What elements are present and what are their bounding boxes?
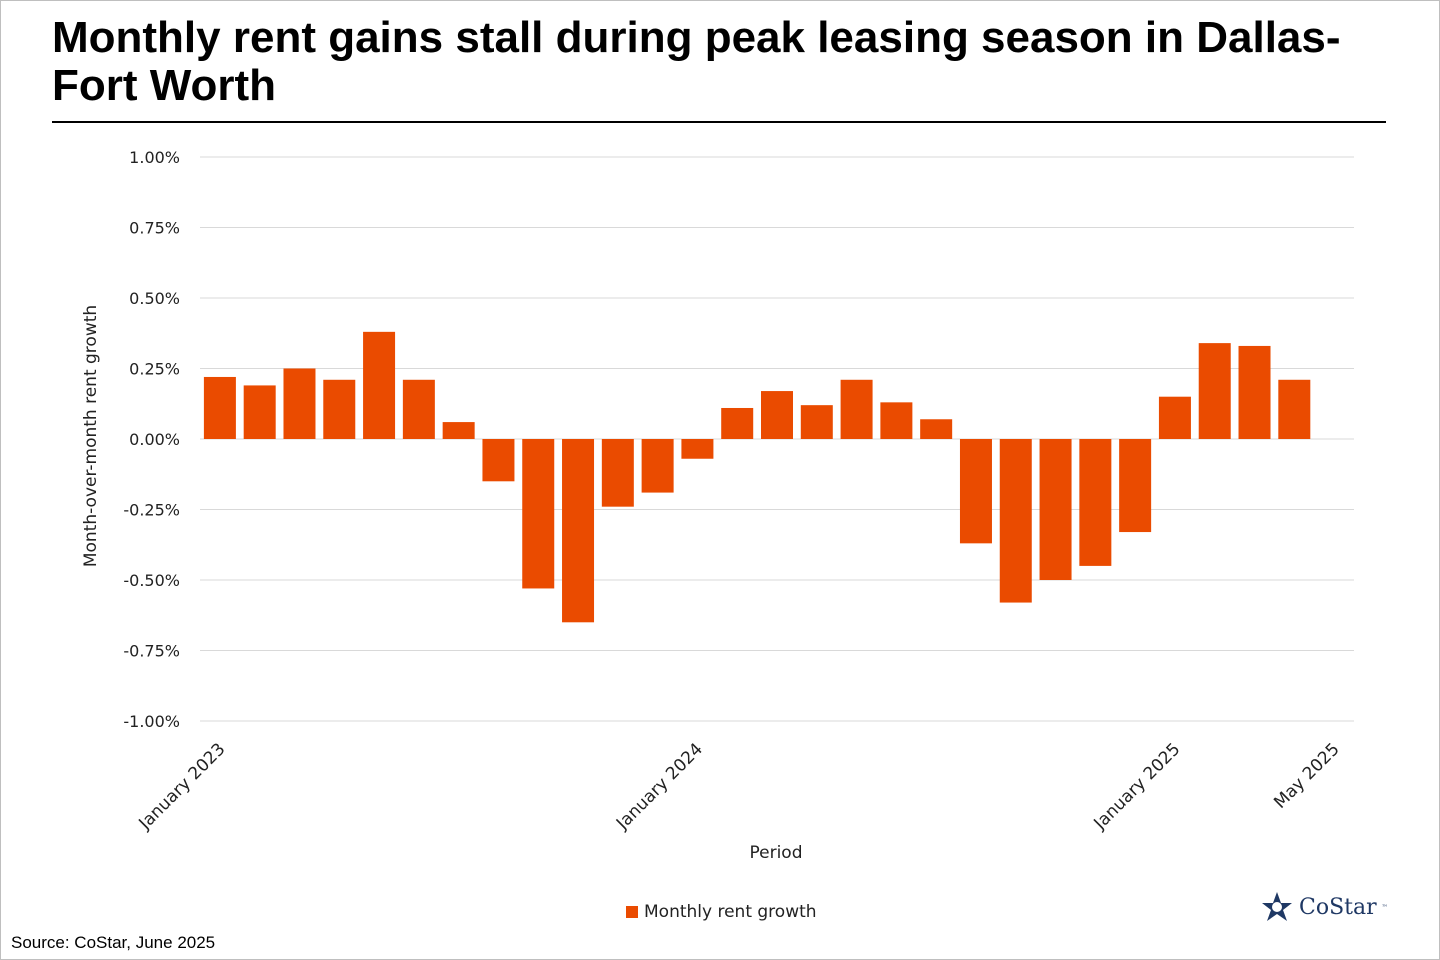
y-tick-label: 0.75% [129,219,180,238]
costar-logo: CoStar ™ [1260,890,1388,924]
bar [800,405,833,439]
bar [721,407,754,439]
legend-swatch [626,906,638,918]
x-tick-label: January 2025 [1090,739,1185,834]
y-tick-label: 0.50% [129,289,180,308]
bar [323,379,356,439]
y-tick-label: -1.00% [123,712,180,731]
bar [959,439,992,544]
bar [363,331,396,439]
bar [243,385,276,439]
logo-text: CoStar [1299,894,1377,920]
y-tick-label: -0.50% [123,571,180,590]
legend: Monthly rent growth [626,900,817,924]
y-tick-label: 0.25% [129,360,180,379]
bar [1278,379,1311,439]
logo-trademark: ™ [1381,903,1388,911]
y-tick-label: -0.75% [123,642,180,661]
bar [283,368,316,439]
y-tick-label: 0.00% [129,430,180,449]
bar [1198,343,1231,439]
bar [1158,396,1191,439]
bar [442,422,475,439]
chart-title: Monthly rent gains stall during peak lea… [52,13,1341,110]
y-tick-label: -0.25% [123,501,180,520]
bar [1039,439,1072,580]
bar [681,439,714,459]
source-note: Source: CoStar, June 2025 [11,933,216,952]
x-tick-label: January 2024 [612,739,707,834]
bar [999,439,1032,603]
bar [562,439,595,623]
x-tick-label: January 2023 [135,739,230,834]
bar [203,376,236,439]
bar [761,391,793,439]
bar [880,402,913,439]
legend-label: Monthly rent growth [644,902,817,922]
x-tick-label: May 2025 [1270,739,1343,812]
bar [1119,439,1152,533]
bar [482,439,515,482]
bar [840,379,873,439]
y-axis-label: Month-over-month rent growth [81,305,101,567]
bar [1238,345,1271,439]
bar [641,439,674,493]
bar [522,439,555,589]
bar [1079,439,1112,566]
x-axis-label: Period [749,843,802,863]
bar [920,419,953,439]
bar [601,439,634,507]
bar [402,379,435,439]
y-tick-label: 1.00% [129,148,180,167]
costar-star-icon [1262,892,1292,921]
title-divider [52,121,1386,123]
